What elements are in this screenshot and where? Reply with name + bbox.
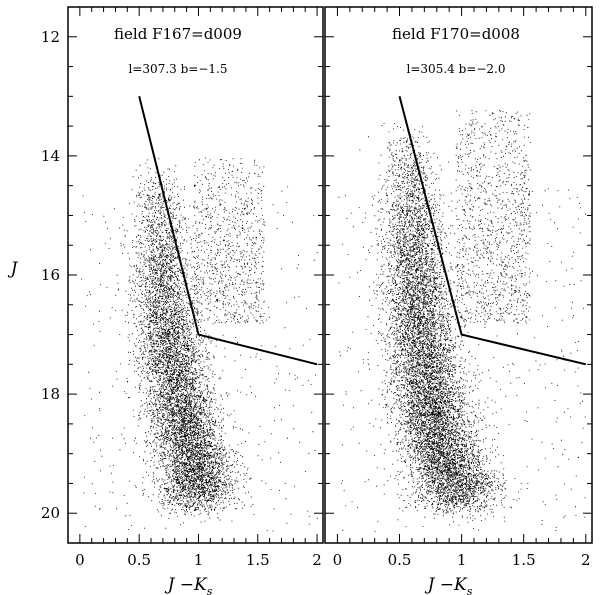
x-tick-label: 1: [457, 551, 467, 569]
x-tick-label: 2: [312, 551, 322, 569]
x-axis-title-right: J −Ks: [425, 575, 473, 595]
scatter-point-cloud: [81, 157, 318, 532]
y-axis-title: J: [8, 259, 19, 279]
coords-f167: l=307.3 b=−1.5: [129, 62, 228, 76]
x-tick-label: 0: [75, 551, 85, 569]
coords-f170: l=305.4 b=−2.0: [407, 62, 506, 76]
selection-line-f170: [398, 96, 587, 366]
x-tick-label: 0.5: [127, 551, 151, 569]
x-axis-title-left: J −Ks: [165, 575, 213, 595]
field-title-f170: field F170=d008: [392, 25, 520, 43]
x-axis-title-sub: s: [207, 585, 213, 595]
y-tick-label: 12: [41, 28, 60, 46]
x-axis-title-sub-2: s: [467, 585, 473, 595]
x-tick-label: 1.5: [512, 551, 536, 569]
x-axis-title-main: J −K: [165, 575, 208, 595]
x-tick-label: 2: [581, 551, 591, 569]
plot-frame-f170: [324, 6, 593, 544]
field-title-f167: field F167=d009: [114, 25, 242, 43]
x-tick-label: 0: [333, 551, 343, 569]
scatter-points-f170: [338, 110, 586, 532]
scatter-point-cloud: [338, 110, 586, 532]
scatter-points-f167: [81, 157, 318, 532]
y-tick-label: 16: [41, 266, 60, 284]
ticks-f170: 0 0.5 1 1.5 2: [325, 7, 592, 569]
ticks-f167: 0 0.5 1 1.5 2 12 14 16 18 20: [41, 7, 323, 569]
x-tick-label: 0.5: [388, 551, 412, 569]
selection-line-f167: [138, 96, 318, 366]
panel-f167: 0 0.5 1 1.5 2 12 14 16 18 20 field F167=d009 l=30…: [41, 6, 324, 569]
x-tick-label: 1: [194, 551, 204, 569]
y-tick-label: 18: [41, 385, 60, 403]
y-tick-label: 14: [41, 147, 60, 165]
x-tick-label: 1.5: [246, 551, 270, 569]
panel-f170: 0 0.5 1 1.5 2 field F170=d008 l=305.4 b=−2.0: [324, 6, 593, 569]
y-tick-label: 20: [41, 504, 60, 522]
x-axis-title-main-2: J −K: [425, 575, 468, 595]
